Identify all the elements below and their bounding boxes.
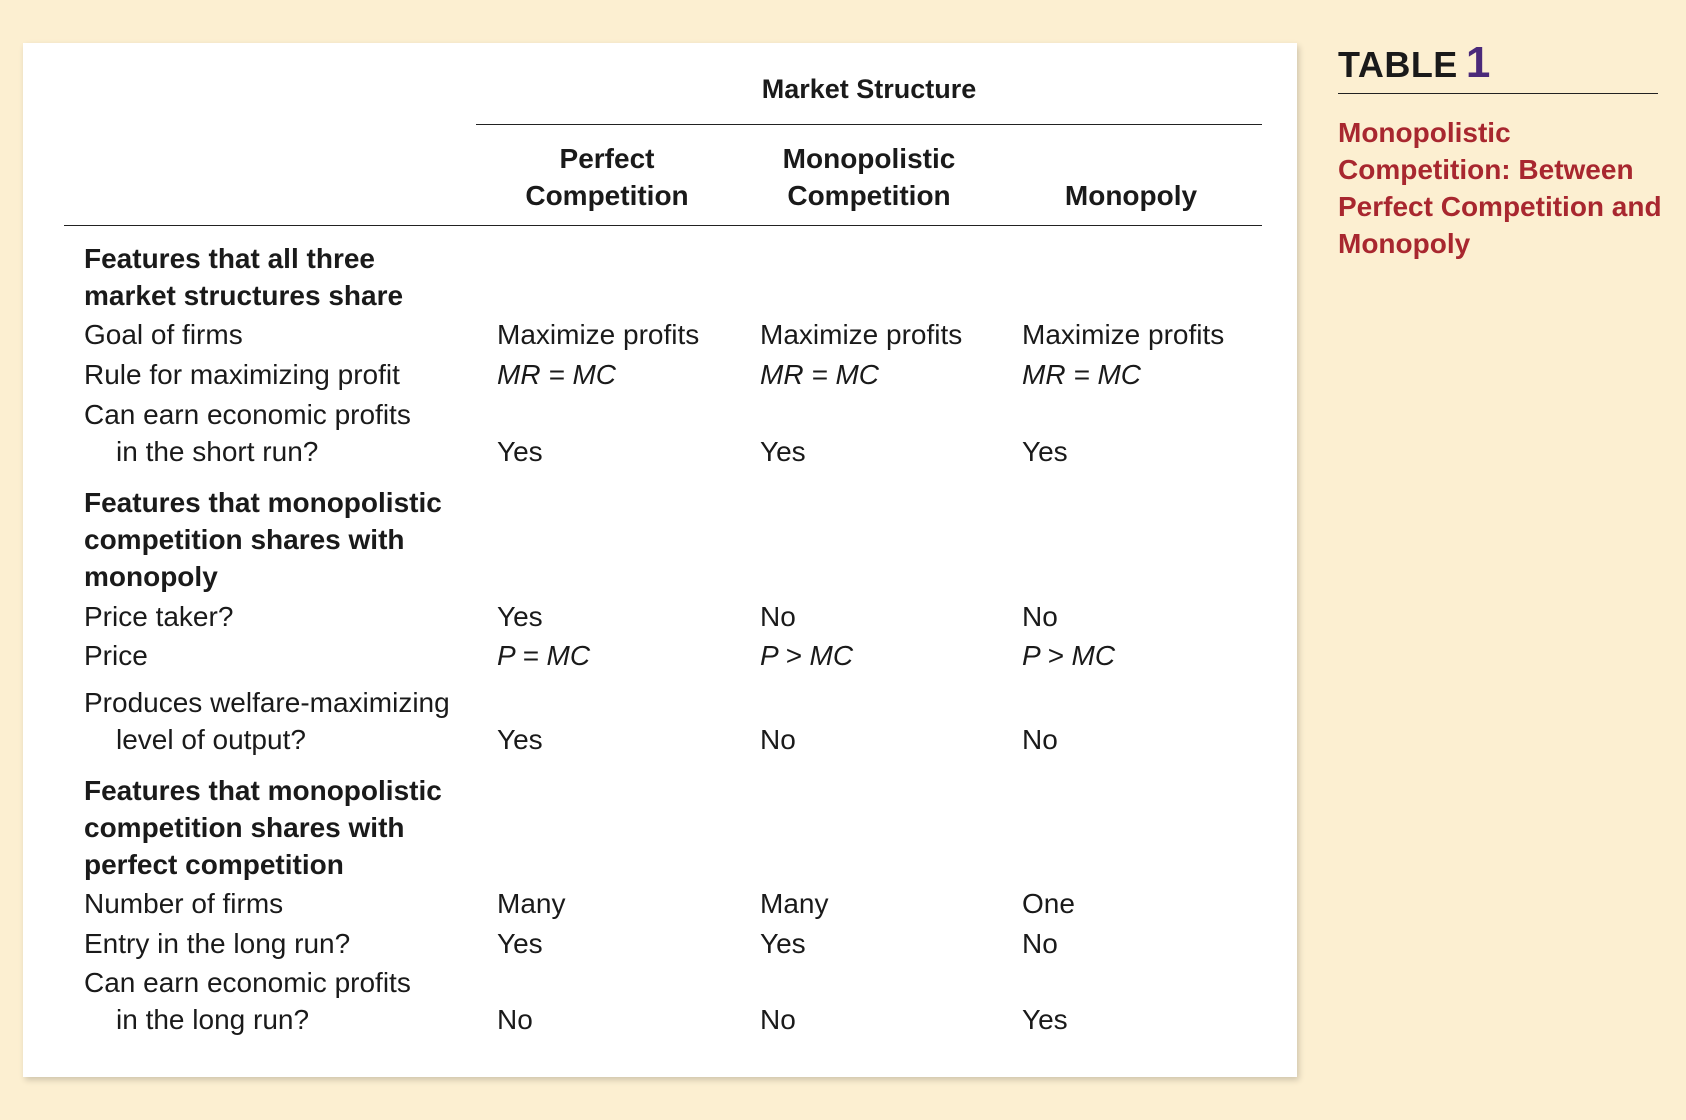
section-title-line: monopoly [84,561,218,592]
row-label-price-taker: Price taker? [84,601,234,632]
cell-value: Yes [760,928,806,959]
section-title: Features that all three market structure… [84,240,403,314]
cell-value: Yes [497,928,543,959]
cell-value: One [1022,888,1075,919]
table-label-rule [1338,93,1658,94]
table-card [23,43,1297,1077]
section-title-line: competition shares with [84,524,405,555]
section-title: Features that monopolistic competition s… [84,772,442,883]
row-label-number-of-firms: Number of firms [84,888,284,919]
row-label-rule-for-maximizing-profit: Rule for maximizing profit [84,359,400,390]
cell-value: MR = MC [760,359,879,390]
cell-value: Maximize profits [1022,319,1225,350]
section-title-line: market structures share [84,280,404,311]
table-number: 1 [1465,38,1491,87]
column-header-line: Perfect [559,143,655,174]
table-label-text: TABLE [1338,44,1458,85]
cell-value: Many [497,888,566,919]
cell-value: Many [760,888,829,919]
row-label-line: level of output? [116,724,306,755]
cell-value: No [1022,928,1058,959]
column-header-line: Monopoly [1064,180,1198,211]
section-title-line: Features that monopolistic [84,775,442,806]
row-label-line: Produces welfare-maximizing [84,687,450,718]
cell-value: Maximize profits [497,319,700,350]
cell-value: Maximize profits [760,319,963,350]
header-bottom-rule [64,225,1262,226]
section-title-line: competition shares with [84,812,405,843]
row-label-long-run-profits: Can earn economic profits in the long ru… [84,964,411,1038]
cell-value: MR = MC [1022,359,1141,390]
group-header-rule [476,124,1262,125]
cell-value: No [1022,724,1058,755]
cell-value: Yes [497,601,543,632]
column-header-perfect-competition: Perfect Competition [476,140,738,214]
cell-value: MR = MC [497,359,616,390]
section-title: Features that monopolistic competition s… [84,484,442,595]
cell-value: No [1022,601,1058,632]
section-title-line: Features that all three [84,243,375,274]
row-label-line: in the short run? [116,436,319,467]
cell-value: P > MC [1022,640,1116,671]
cell-value: No [760,724,796,755]
section-title-line: perfect competition [84,849,344,880]
row-label-short-run-profits: Can earn economic profits in the short r… [84,396,411,470]
column-header-monopolistic-competition: Monopolistic Competition [738,140,1000,214]
cell-value: Yes [1022,436,1068,467]
cell-value: No [760,1004,796,1035]
column-header-line: Competition [787,180,951,211]
cell-value: Yes [760,436,806,467]
row-label-line: Can earn economic profits [84,967,411,998]
table-title: Monopolistic Competition: Between Perfec… [1338,117,1662,259]
section-title-line: Features that monopolistic [84,487,442,518]
cell-value: Yes [1022,1004,1068,1035]
cell-value: P > MC [760,640,854,671]
row-label-price: Price [84,640,148,671]
cell-value: Yes [497,436,543,467]
column-header-monopoly: Monopoly [1000,177,1262,214]
cell-value: No [760,601,796,632]
table-label: TABLE 1 [1338,38,1491,88]
row-label-entry-in-long-run: Entry in the long run? [84,928,351,959]
row-label-line: Can earn economic profits [84,399,411,430]
column-header-line: Monopolistic [782,143,956,174]
market-structure-header: Market Structure [761,74,977,104]
row-label-welfare-maximizing-output: Produces welfare-maximizing level of out… [84,684,450,758]
cell-value: P = MC [497,640,591,671]
row-label-goal-of-firms: Goal of firms [84,319,243,350]
column-header-line: Competition [525,180,689,211]
cell-value: No [497,1004,533,1035]
cell-value: Yes [497,724,543,755]
row-label-line: in the long run? [116,1004,310,1035]
